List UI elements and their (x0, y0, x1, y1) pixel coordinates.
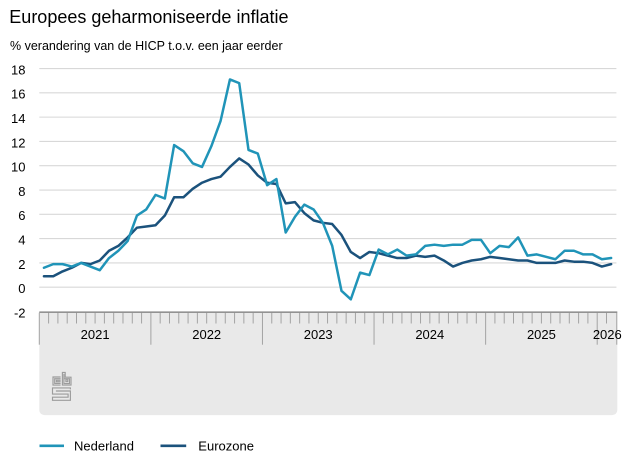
svg-text:18: 18 (11, 62, 25, 77)
svg-text:0: 0 (18, 281, 25, 296)
svg-text:14: 14 (11, 111, 25, 126)
svg-text:2023: 2023 (304, 327, 333, 342)
svg-text:% verandering van de HICP t.o.: % verandering van de HICP t.o.v. een jaa… (10, 39, 283, 53)
svg-text:4: 4 (18, 232, 25, 247)
svg-text:2026: 2026 (593, 327, 622, 342)
svg-text:2: 2 (18, 257, 25, 272)
svg-text:Nederland: Nederland (74, 439, 134, 454)
svg-text:2022: 2022 (192, 327, 221, 342)
svg-text:12: 12 (11, 135, 25, 150)
svg-text:2021: 2021 (81, 327, 110, 342)
svg-text:10: 10 (11, 160, 25, 175)
svg-text:-2: -2 (14, 305, 26, 320)
svg-text:2024: 2024 (415, 327, 444, 342)
svg-text:Eurozone: Eurozone (198, 439, 254, 454)
svg-text:16: 16 (11, 87, 25, 102)
svg-text:Europees geharmoniseerde infla: Europees geharmoniseerde inflatie (9, 7, 288, 27)
svg-text:6: 6 (18, 208, 25, 223)
svg-text:8: 8 (18, 184, 25, 199)
svg-text:2025: 2025 (527, 327, 556, 342)
